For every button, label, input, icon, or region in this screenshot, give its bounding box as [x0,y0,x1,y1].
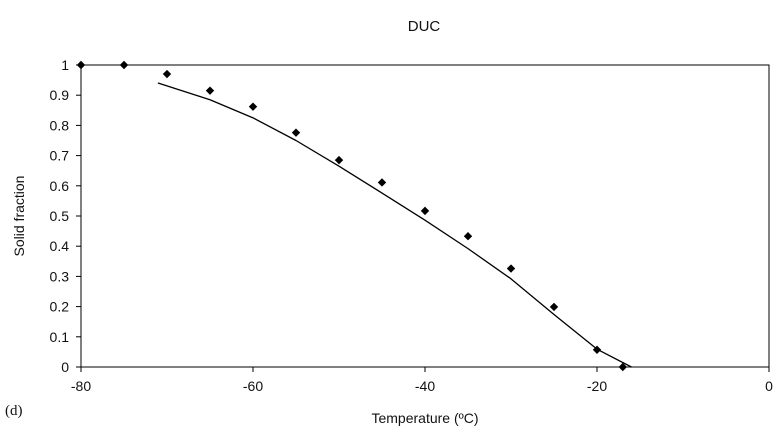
data-point [549,302,559,312]
data-point [162,69,172,79]
panel-label: (d) [5,403,23,419]
y-tick-label: 0.9 [50,87,70,103]
y-axis-ticks: 0 0.1 0.2 0.3 0.4 0.5 0.6 0.7 0.8 0.9 1 [50,57,81,375]
plot-area [80,64,770,368]
y-tick-label: 0.7 [50,148,70,164]
data-point [334,155,344,165]
x-tick-label: -40 [415,378,435,394]
chart-title: DUC [408,18,441,35]
y-tick-label: 0.8 [50,117,70,133]
y-tick-label: 0.2 [50,299,70,315]
data-point [205,86,215,95]
y-tick-label: 0.6 [50,178,70,194]
series-line [157,82,633,368]
y-tick-label: 0.4 [50,238,70,254]
series-layer [76,60,633,372]
data-point [463,232,473,241]
plot-border [80,64,770,368]
data-point [248,102,258,111]
data-point [420,206,430,216]
data-point [119,60,129,70]
y-tick-label: 0.1 [50,329,70,345]
data-point [76,60,86,70]
x-tick-label: -80 [71,378,91,394]
y-tick-label: 0.5 [50,208,70,224]
x-tick-label: -60 [243,378,263,394]
data-point [618,362,627,372]
x-axis-label: Temperature (ºC) [371,410,478,426]
data-point [291,128,301,137]
y-axis-label: Solid fraction [11,176,27,257]
data-point [377,178,387,187]
y-tick-label: 1 [61,57,69,73]
data-point [506,264,516,273]
x-tick-label: -20 [587,378,607,394]
x-tick-label: 0 [765,378,773,394]
y-tick-label: 0.3 [50,268,70,284]
x-axis-ticks: -80 -60 -40 -20 0 [71,367,773,394]
y-tick-label: 0 [61,359,69,375]
